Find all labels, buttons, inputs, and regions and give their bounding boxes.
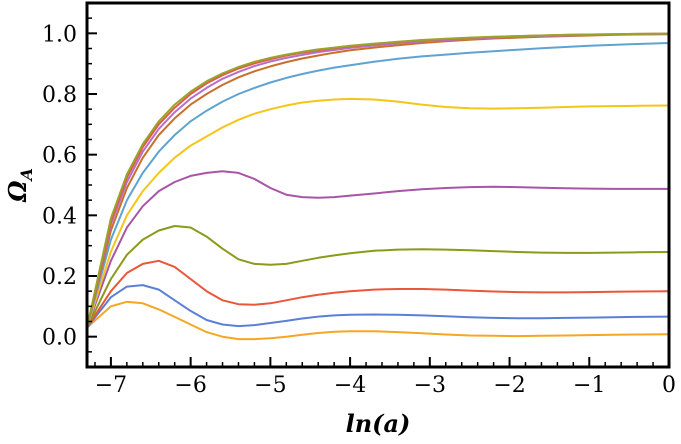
x-tick-label: 0 (662, 373, 676, 398)
x-tick-label: −4 (334, 373, 366, 398)
y-axis-label-main: Ω (3, 180, 32, 203)
y-tick-label: 0.8 (42, 83, 77, 108)
x-tick-label: −3 (414, 373, 446, 398)
y-axis-label: ΩA (3, 168, 36, 203)
x-tick-label: −5 (254, 373, 286, 398)
series-line-8 (86, 33, 670, 328)
series-line-5 (86, 170, 669, 328)
y-tick-label: 0.0 (42, 326, 77, 351)
series-line-1 (86, 300, 670, 341)
series-line-11 (86, 32, 670, 328)
series-line-2 (86, 284, 670, 329)
series-line-10 (86, 32, 670, 328)
x-axis-ticks: −7 −6 −5 −4 −3 −2 −1 0 (94, 357, 676, 398)
y-axis-label-sub: A (17, 168, 36, 182)
y-tick-label: 0.4 (42, 204, 77, 229)
x-tick-label: −2 (493, 373, 525, 398)
series-line-3 (86, 259, 670, 329)
x-tick-label: −1 (573, 373, 605, 398)
y-tick-label: 0.2 (42, 265, 77, 290)
series-line-6 (86, 97, 670, 328)
x-axis-label: ln(a) (346, 409, 411, 438)
x-tick-label: −6 (174, 373, 206, 398)
series-line-4 (86, 225, 670, 329)
series-line-7 (86, 42, 670, 328)
y-tick-label: 1.0 (42, 22, 77, 47)
x-tick-label: −7 (95, 373, 127, 398)
series-line-9 (86, 32, 670, 328)
y-tick-label: 0.6 (42, 144, 77, 169)
plot-frame (85, 1, 671, 369)
series-layer (86, 32, 670, 341)
y-axis-ticks: 0.0 0.2 0.4 0.6 0.8 1.0 (42, 17, 97, 353)
